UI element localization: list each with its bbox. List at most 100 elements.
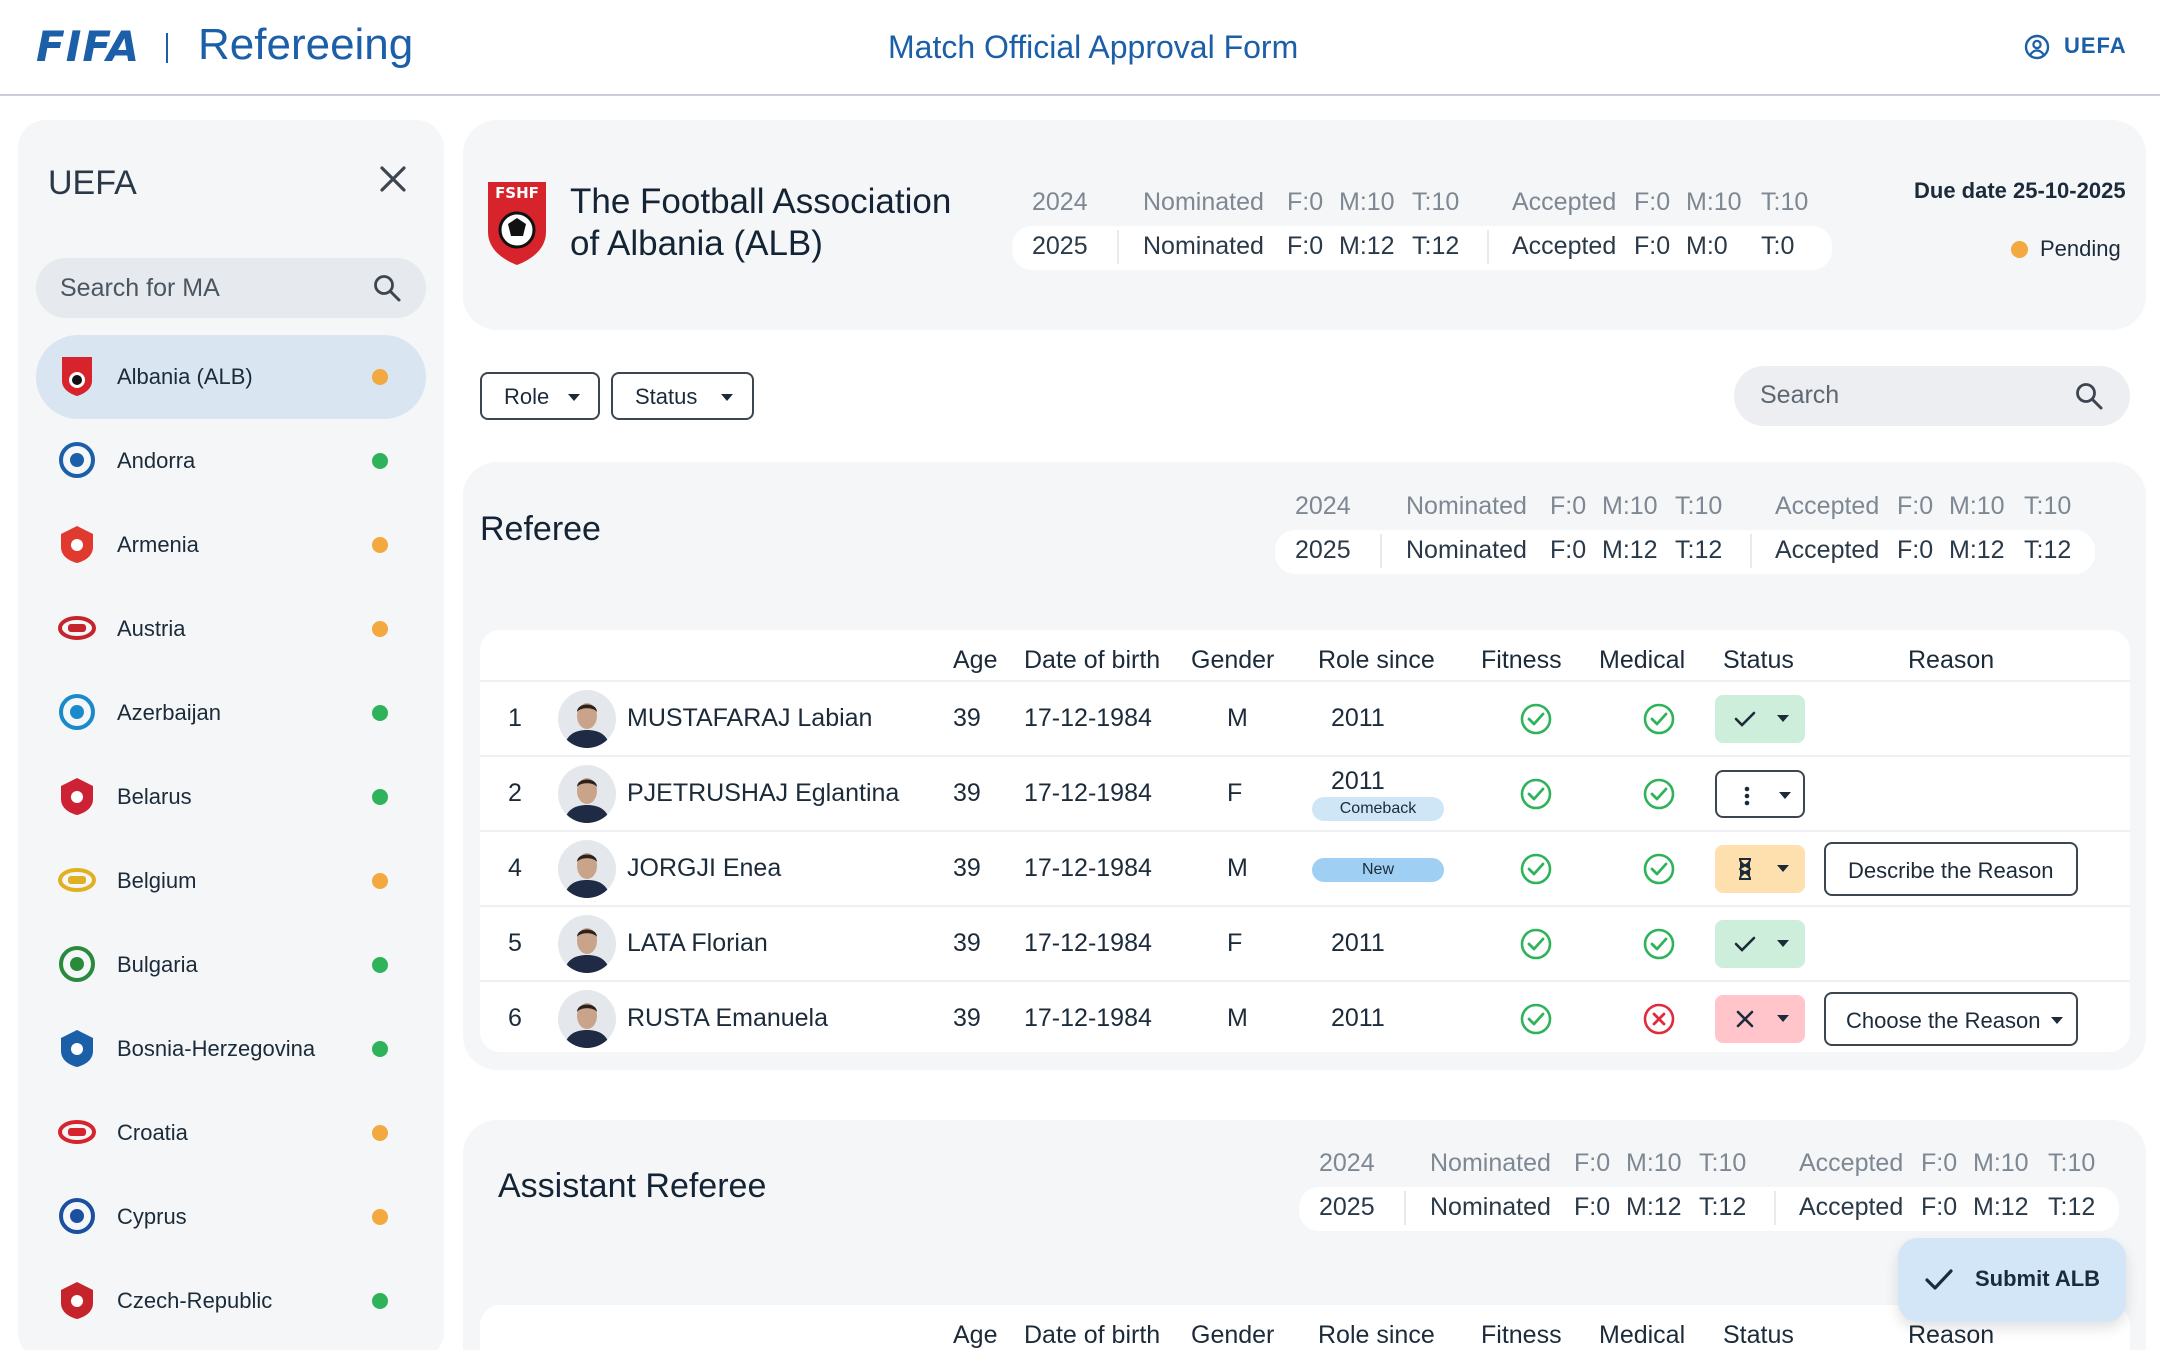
ma-item[interactable]: Belarus (36, 755, 426, 839)
official-dob: 17-12-1984 (1024, 779, 1152, 807)
column-header-fitness[interactable]: Fitness (1481, 1321, 1562, 1349)
column-header-fitness[interactable]: Fitness (1481, 646, 1562, 674)
stat-nf: F:0 (1574, 1193, 1611, 1221)
column-header-age[interactable]: Age (953, 646, 998, 674)
ma-item[interactable]: Azerbaijan (36, 671, 426, 755)
stat-af: F:0 (1921, 1149, 1958, 1177)
official-dob: 17-12-1984 (1024, 929, 1152, 957)
ma-item[interactable]: Czech-Republic (36, 1259, 426, 1343)
ma-item[interactable]: Andorra (36, 419, 426, 503)
stat-divider (1404, 1191, 1406, 1225)
close-icon[interactable] (376, 162, 410, 196)
submit-button[interactable]: Submit ALB (1898, 1238, 2126, 1322)
status-filter-dropdown[interactable]: Status (611, 372, 754, 420)
column-header-dob[interactable]: Date of birth (1024, 646, 1161, 674)
sidebar-search-input[interactable]: Search for MA (36, 258, 426, 318)
official-dob: 17-12-1984 (1024, 704, 1152, 732)
column-header-reason[interactable]: Reason (1908, 1321, 1995, 1349)
stat-at: T:10 (1761, 188, 1809, 216)
fshf-crest-icon: FSHF (488, 182, 546, 265)
status-dropdown-approved[interactable] (1715, 695, 1805, 743)
table-row[interactable]: 6 RUSTA Emanuela 39 17-12-1984 M 2011 Choose t… (480, 980, 2130, 1055)
column-header-status[interactable]: Status (1723, 646, 1794, 674)
table-row[interactable]: 5 LATA Florian 39 17-12-1984 F 2011 (480, 905, 2130, 980)
column-header-status[interactable]: Status (1723, 1321, 1794, 1349)
stat-nt: T:10 (1675, 492, 1723, 520)
avatar (558, 690, 616, 748)
row-number: 1 (508, 704, 522, 732)
ma-item[interactable]: Bosnia-Herzegovina (36, 1007, 426, 1091)
ma-item-label: Belgium (117, 868, 197, 893)
status-filter-label: Status (635, 384, 698, 409)
status-dropdown-pending[interactable] (1715, 845, 1805, 893)
reason-label: Choose the Reason (1846, 1008, 2041, 1033)
stat-accepted: Accepted (1799, 1149, 1904, 1177)
column-header-reason[interactable]: Reason (1908, 646, 1995, 674)
ma-status-dot (372, 957, 388, 973)
column-header-role_since[interactable]: Role since (1318, 1321, 1435, 1349)
table-row[interactable]: 2 PJETRUSHAJ Eglantina 39 17-12-1984 F 2011 Co… (480, 755, 2130, 830)
search-icon[interactable] (2074, 381, 2104, 411)
stat-nm: M:10 (1602, 492, 1658, 520)
status-dropdown-rejected[interactable] (1715, 995, 1805, 1043)
ma-status-dot (372, 1125, 388, 1141)
ma-status-dot (372, 705, 388, 721)
column-header-medical[interactable]: Medical (1599, 646, 1686, 674)
association-card (463, 120, 2146, 330)
check-circle-icon (1520, 703, 1552, 735)
due-date: Due date 25-10-2025 (1914, 178, 2126, 203)
assistant-current-year-stats: 2025 Nominated F:0 M:12 T:12 Accepted F:0 M:12 T… (1299, 1187, 2119, 1231)
official-search-placeholder: Search (1760, 381, 1840, 409)
ma-item[interactable]: Belgium (36, 839, 426, 923)
stat-year: 2025 (1295, 536, 1351, 564)
search-icon[interactable] (372, 273, 402, 303)
ma-item[interactable]: Albania (ALB) (36, 335, 426, 419)
sidebar-title: UEFA (48, 164, 137, 202)
ma-status-dot (372, 537, 388, 553)
sidebar-search-placeholder: Search for MA (60, 274, 220, 302)
column-header-role_since[interactable]: Role since (1318, 646, 1435, 674)
column-header-age[interactable]: Age (953, 1321, 998, 1349)
ma-item-label: Albania (ALB) (117, 364, 253, 389)
status-dropdown-none[interactable] (1715, 770, 1805, 818)
column-header-medical[interactable]: Medical (1599, 1321, 1686, 1349)
column-header-dob[interactable]: Date of birth (1024, 1321, 1161, 1349)
stat-nominated: Nominated (1406, 536, 1527, 564)
ma-item[interactable]: Croatia (36, 1091, 426, 1175)
role-since-year: 2011 (1331, 929, 1385, 957)
official-age: 39 (953, 704, 981, 732)
table-row[interactable]: 1 MUSTAFARAJ Labian 39 17-12-1984 M 2011 (480, 680, 2130, 755)
stat-accepted: Accepted (1775, 536, 1880, 564)
federation-logo-icon (56, 943, 98, 985)
ma-item[interactable]: Cyprus (36, 1175, 426, 1259)
association-status: Pending (2040, 236, 2121, 261)
official-gender: M (1227, 854, 1248, 882)
avatar (558, 915, 616, 973)
role-filter-dropdown[interactable]: Role (480, 372, 600, 420)
user-circle-icon[interactable] (2024, 34, 2050, 60)
ma-status-dot (372, 453, 388, 469)
ma-item[interactable]: Armenia (36, 503, 426, 587)
role-filter-label: Role (504, 384, 550, 409)
stat-year: 2024 (1295, 492, 1351, 520)
crest-text: FSHF (495, 184, 539, 202)
column-header-gender[interactable]: Gender (1191, 1321, 1275, 1349)
ma-item[interactable]: Austria (36, 587, 426, 671)
app-title[interactable]: Refereeing (198, 20, 414, 69)
official-search-input[interactable]: Search (1734, 366, 2130, 426)
ma-item-label: Armenia (117, 532, 199, 557)
ma-item[interactable]: Bulgaria (36, 923, 426, 1007)
user-org-label[interactable]: UEFA (2064, 33, 2127, 58)
stat-divider (1380, 534, 1382, 568)
fifa-logo[interactable]: FIFA (36, 22, 141, 71)
check-circle-icon (1643, 703, 1675, 735)
choose-reason-dropdown[interactable]: Choose the Reason (1824, 992, 2078, 1046)
status-dropdown-approved[interactable] (1715, 920, 1805, 968)
row-number: 2 (508, 779, 522, 807)
ma-status-dot (372, 621, 388, 637)
stat-year: 2024 (1032, 188, 1088, 216)
table-row[interactable]: 4 JORGJI Enea 39 17-12-1984 M New Describe the… (480, 830, 2130, 905)
describe-reason-button[interactable]: Describe the Reason (1824, 842, 2078, 896)
column-header-gender[interactable]: Gender (1191, 646, 1275, 674)
